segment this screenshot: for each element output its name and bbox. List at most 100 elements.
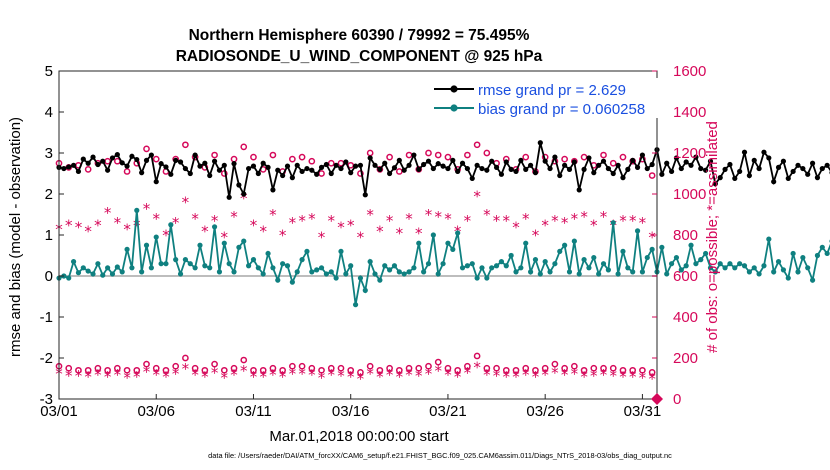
bias-point: [401, 271, 407, 277]
rmse-point: [80, 156, 86, 162]
assimilated_obs_low_12Z-marker: *: [162, 368, 170, 386]
x-axis-label: Mar.01,2018 00:00:00 start: [269, 428, 449, 445]
bias-point: [275, 277, 281, 283]
possible_obs_12Z-marker: [182, 141, 189, 149]
bias-point: [382, 263, 388, 269]
rmse-point: [775, 164, 782, 170]
assimilated_obs_00Z-marker: *: [308, 210, 316, 228]
bias-point: [255, 265, 261, 271]
bias-point: [532, 257, 539, 263]
assimilated_obs_low_00Z-marker: *: [405, 366, 413, 384]
legend-bias-label: bias grand pr = 0.060258: [478, 101, 645, 118]
assimilated_obs_12Z-marker: *: [551, 212, 559, 230]
bias-point: [780, 267, 787, 273]
assimilated_obs_low_00Z-marker: *: [522, 366, 530, 384]
possible_obs_12Z-marker: [648, 172, 656, 179]
rmse-point: [717, 175, 723, 181]
rmse-point: [450, 157, 456, 163]
bias-point: [85, 268, 91, 274]
rmse-point: [430, 165, 436, 172]
rmse-point: [338, 165, 344, 172]
bias-point: [503, 263, 509, 269]
assimilated_obs_low_00Z-marker: *: [289, 365, 297, 383]
bias-point: [537, 271, 543, 277]
rmse-point: [596, 162, 602, 168]
bias-point: [396, 269, 402, 275]
assimilated_obs_00Z-marker: *: [619, 212, 627, 230]
possible_obs_low_12Z-marker: [376, 366, 384, 374]
bias-point: [668, 261, 675, 267]
bias-point: [207, 265, 213, 271]
bias-point: [484, 275, 490, 281]
bias-point: [387, 267, 393, 273]
y2-tick-label: 800: [673, 227, 698, 244]
bias-point: [119, 269, 125, 275]
possible_obs_low_00Z-marker: [444, 364, 452, 372]
possible_obs_low_12Z-marker: [532, 366, 539, 374]
rmse-point: [163, 164, 169, 170]
assimilated_obs_low_00Z-marker: *: [464, 364, 472, 382]
rmse-point: [265, 164, 271, 170]
bias-point: [464, 263, 470, 269]
bias-point: [688, 242, 694, 248]
bias-point: [173, 257, 179, 263]
assimilated_obs_low_12Z-marker: *: [65, 367, 73, 385]
rmse-point: [795, 162, 801, 168]
rmse-point: [207, 172, 213, 179]
possible_obs_low_00Z-marker: [269, 364, 277, 372]
y2-tick-label: 1200: [673, 145, 706, 162]
rmse-point: [620, 175, 626, 181]
bias-point: [250, 257, 257, 263]
assimilated_obs_12Z-marker: *: [259, 222, 267, 240]
possible_obs_00Z-marker: [386, 153, 393, 161]
bias-point: [761, 263, 767, 269]
assimilated_obs_00Z-marker: *: [347, 216, 355, 234]
possible_obs_00Z-marker: [250, 153, 257, 161]
bias-point: [591, 254, 597, 261]
possible_obs_low_12Z-marker: [395, 366, 403, 374]
possible_obs_low_00Z-marker: [619, 366, 627, 374]
bias-point: [771, 269, 777, 275]
bias-point: [644, 254, 650, 261]
rmse-point: [357, 162, 364, 168]
rmse-point: [562, 162, 568, 168]
assimilated_obs_00Z-marker: *: [464, 212, 472, 230]
rmse-point: [498, 171, 505, 177]
assimilated_obs_00Z-marker: *: [600, 208, 608, 226]
assimilated_obs_12Z-marker: *: [415, 224, 423, 242]
bias-point: [211, 224, 218, 230]
bias-point: [343, 271, 349, 277]
axis-layer: -3 -2 -1 0 1 2 3 4 5 0 200 400 600 800 1000 1200 1400 160…: [40, 63, 707, 420]
bias-point: [338, 248, 344, 254]
bias-point: [542, 259, 548, 265]
rmse-point: [552, 154, 558, 160]
rmse-point: [323, 161, 329, 168]
assimilated_obs_low_12Z-marker: *: [104, 368, 112, 386]
possible_obs_12Z-marker: [609, 159, 617, 167]
bias-point: [421, 269, 427, 275]
bias-point: [100, 272, 106, 278]
assimilated_obs_12Z-marker: *: [201, 222, 209, 240]
y-tick-label: 1: [45, 227, 53, 244]
bias-point: [557, 248, 563, 254]
rmse-point: [177, 159, 184, 165]
bias-point: [552, 261, 558, 267]
bias-point: [114, 264, 120, 270]
rmse-point: [732, 175, 738, 182]
bias-point: [722, 265, 728, 271]
bias-point: [323, 271, 329, 277]
assimilated_obs_00Z-marker: *: [366, 206, 374, 224]
rmse-point: [727, 161, 733, 168]
assimilated_obs_low_00Z-marker: *: [503, 368, 511, 386]
assimilated_obs_00Z-marker: *: [328, 212, 336, 230]
bias-point: [479, 265, 485, 271]
x-tick-label: 03/31: [624, 403, 662, 420]
bias-point: [596, 271, 602, 277]
rmse-point: [605, 165, 611, 172]
rmse-point: [241, 191, 247, 197]
y2-axis-label: # of obs: o=possible; *=assimilated: [704, 121, 721, 353]
possible_obs_00Z-marker: [289, 155, 296, 163]
y2-tick-label: 1000: [673, 186, 706, 203]
rmse-point: [294, 162, 300, 168]
bias-point: [766, 236, 772, 242]
